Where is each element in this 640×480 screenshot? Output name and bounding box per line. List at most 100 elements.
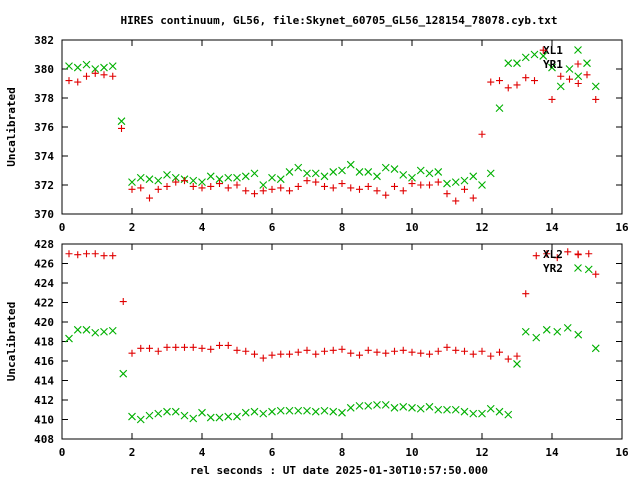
top-xl1-point xyxy=(128,178,136,186)
top-xl1-point xyxy=(268,173,276,182)
bottom-plot-frame xyxy=(61,243,623,440)
top-xl1-point xyxy=(276,175,285,184)
bottom-xl2-point xyxy=(119,298,127,306)
bottom-yr2-point xyxy=(241,408,250,417)
bottom-x-tick-label: 12 xyxy=(475,446,488,459)
top-yr1-point xyxy=(109,72,117,80)
bottom-yr2-point xyxy=(91,328,100,337)
bottom-yr2-point xyxy=(128,412,136,421)
bottom-yr2-point xyxy=(553,327,562,336)
top-xl1-point xyxy=(215,175,224,184)
bottom-y-tick-label: 426 xyxy=(34,258,54,271)
bottom-yr2-point xyxy=(163,407,171,416)
top-yr1-point xyxy=(216,180,223,188)
bottom-xl2-point xyxy=(224,341,232,349)
bottom-yr2-point xyxy=(65,334,73,343)
bottom-panel: 0 2 4 6 8 10 12 14 16 408 410 412 414 416 418 420 422 424… xyxy=(5,238,629,459)
bottom-yr2-point xyxy=(311,407,320,416)
bottom-xl2-point xyxy=(347,349,355,357)
top-xl1-point xyxy=(145,175,154,184)
bottom-xl2-point xyxy=(356,351,363,359)
top-xl1-point xyxy=(443,179,451,188)
top-yr1-point xyxy=(513,81,521,89)
top-xl1-point xyxy=(425,169,434,178)
bottom-yr2-point xyxy=(469,409,478,418)
bottom-yr2-point xyxy=(399,402,408,411)
top-yr1-point xyxy=(364,182,372,190)
bottom-yr2-point xyxy=(154,409,163,418)
bottom-xl2-point xyxy=(189,343,197,351)
bottom-xl2-point xyxy=(128,349,136,357)
bottom-xl2-point xyxy=(408,348,416,356)
bottom-xl2-point xyxy=(277,350,285,358)
bottom-xl2-point xyxy=(461,347,468,355)
top-yr1-point xyxy=(137,184,145,192)
top-y-tick-label: 378 xyxy=(34,92,54,105)
bottom-x-tick-label: 14 xyxy=(545,446,559,459)
top-xl1-point xyxy=(408,173,416,182)
top-xl1-point xyxy=(399,170,408,179)
top-xl1-point xyxy=(434,168,443,176)
top-series-xl1 xyxy=(65,50,600,189)
top-series-yr1 xyxy=(65,46,600,205)
top-yr1-point xyxy=(268,185,276,193)
top-yr1-point xyxy=(356,185,363,193)
top-yr1-point xyxy=(443,190,451,198)
top-xl1-point xyxy=(478,181,486,189)
bottom-xl2-point xyxy=(364,346,372,354)
bottom-yr2-point xyxy=(486,404,495,413)
bottom-xl2-point xyxy=(303,346,311,354)
top-y-tick-label: 380 xyxy=(34,63,54,76)
bottom-yr2-point xyxy=(215,413,224,422)
top-xl1-point xyxy=(521,53,530,62)
top-xl1-point xyxy=(574,72,583,81)
bottom-xl2-point xyxy=(564,248,572,256)
bottom-yr2-point xyxy=(346,403,355,412)
bottom-yr2-point xyxy=(320,406,329,415)
bottom-yr2-point xyxy=(443,405,451,414)
top-xl1-point xyxy=(241,172,250,181)
bottom-x-tick-label: 10 xyxy=(405,446,418,459)
top-yr1-point xyxy=(408,180,416,188)
bottom-yr2-point xyxy=(100,327,108,336)
bottom-xl2-point xyxy=(109,252,117,260)
bottom-yr2-point xyxy=(563,323,572,332)
bottom-yr2-point xyxy=(451,405,460,414)
top-xl1-point xyxy=(163,170,171,179)
top-xl1-point xyxy=(338,166,346,175)
bottom-legend-label-yr2: YR2 xyxy=(543,262,563,275)
top-yr1-point xyxy=(391,182,398,190)
top-xl1-point xyxy=(320,172,329,181)
top-y-tick-label: 372 xyxy=(34,179,54,192)
bottom-xl2-point xyxy=(399,346,407,354)
bottom-xl2-point xyxy=(513,352,521,360)
top-yr1-point xyxy=(83,72,90,80)
bottom-yr2-point xyxy=(108,326,117,335)
top-yr1-point xyxy=(487,78,495,86)
top-yr1-point xyxy=(172,178,180,186)
top-panel: 0 2 4 6 8 10 12 14 16 370 372 374 376 378 380 382 Uncali… xyxy=(5,34,629,234)
bottom-yr2-point xyxy=(303,406,311,415)
top-xl1-point xyxy=(565,65,574,73)
bottom-yr2-point xyxy=(338,408,346,417)
bottom-yr2-point xyxy=(513,360,521,368)
top-xl1-point xyxy=(311,169,320,178)
top-yr1-point xyxy=(461,185,468,193)
top-yr1-point xyxy=(294,182,302,190)
top-yr1-point xyxy=(100,71,108,79)
top-xl1-point xyxy=(373,172,381,181)
bottom-yr2-point xyxy=(584,265,593,274)
bottom-yr2-point xyxy=(276,406,285,415)
top-xl1-point xyxy=(381,163,390,172)
bottom-y-tick-label: 414 xyxy=(34,375,54,388)
bottom-xl2-point xyxy=(452,346,460,354)
top-xl1-point xyxy=(355,168,364,176)
bottom-yr2-point xyxy=(294,406,303,415)
bottom-xl2-point xyxy=(338,345,346,353)
top-yr1-point xyxy=(531,77,538,85)
top-yr1-point xyxy=(417,181,425,189)
bottom-yr2-point xyxy=(198,408,206,417)
bottom-yr2-point xyxy=(495,407,504,416)
top-yr1-point xyxy=(373,187,381,195)
